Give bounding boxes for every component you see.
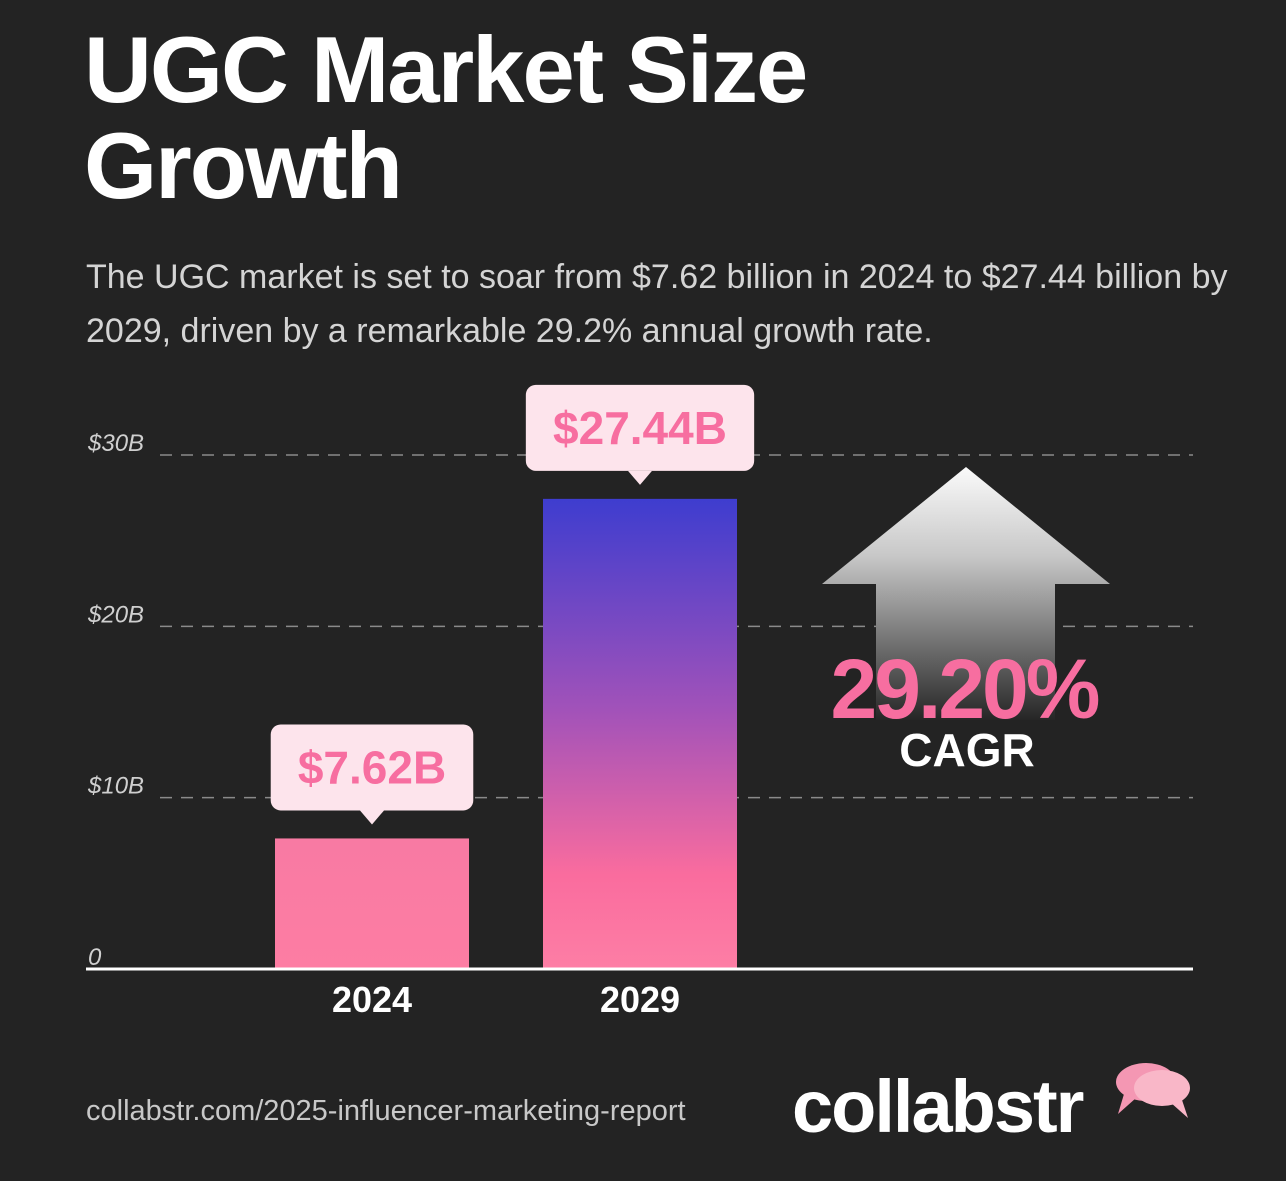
x-axis-labels: 2024 2029 bbox=[332, 979, 680, 1020]
up-arrow-icon bbox=[822, 467, 1110, 720]
cagr-label: CAGR bbox=[899, 724, 1034, 776]
y-tick-label: $10B bbox=[87, 773, 144, 800]
y-axis-ticks: 0 $10B $20B $30B bbox=[87, 430, 144, 971]
title-line-2: Growth bbox=[84, 113, 403, 218]
bar-2024 bbox=[275, 838, 469, 969]
data-label-box bbox=[270, 724, 474, 811]
bars bbox=[275, 498, 737, 969]
data-labels: $7.62B $27.44B bbox=[270, 384, 755, 825]
bar-2029 bbox=[543, 498, 737, 969]
brand-logo-text: collabstr bbox=[792, 1065, 1084, 1148]
data-label-pointer bbox=[628, 470, 652, 485]
data-label-pointer bbox=[360, 810, 384, 825]
y-tick-label: $30B bbox=[87, 430, 144, 457]
cagr-value: 29.20% bbox=[831, 642, 1099, 736]
data-label: $27.44B bbox=[553, 402, 727, 454]
source-url[interactable]: collabstr.com/2025-influencer-marketing-… bbox=[86, 1095, 686, 1127]
x-tick-label: 2024 bbox=[332, 979, 412, 1020]
bar-chart: 0$10B$20B$30B 29.20% CAGR $7.62B$27.44B … bbox=[86, 384, 1193, 1020]
data-label-box bbox=[525, 384, 755, 471]
chart-subtitle: The UGC market is set to soar from $7.62… bbox=[86, 258, 1228, 350]
title-line-1: UGC Market Size bbox=[84, 17, 808, 122]
data-label: $7.62B bbox=[298, 741, 446, 793]
x-tick-label: 2029 bbox=[600, 979, 680, 1020]
chart-title: UGC Market Size Growth bbox=[84, 22, 1084, 214]
y-tick-label: $20B bbox=[87, 601, 144, 628]
speech-bubbles-icon bbox=[1116, 1063, 1190, 1118]
y-tick-label: 0 bbox=[88, 944, 102, 971]
